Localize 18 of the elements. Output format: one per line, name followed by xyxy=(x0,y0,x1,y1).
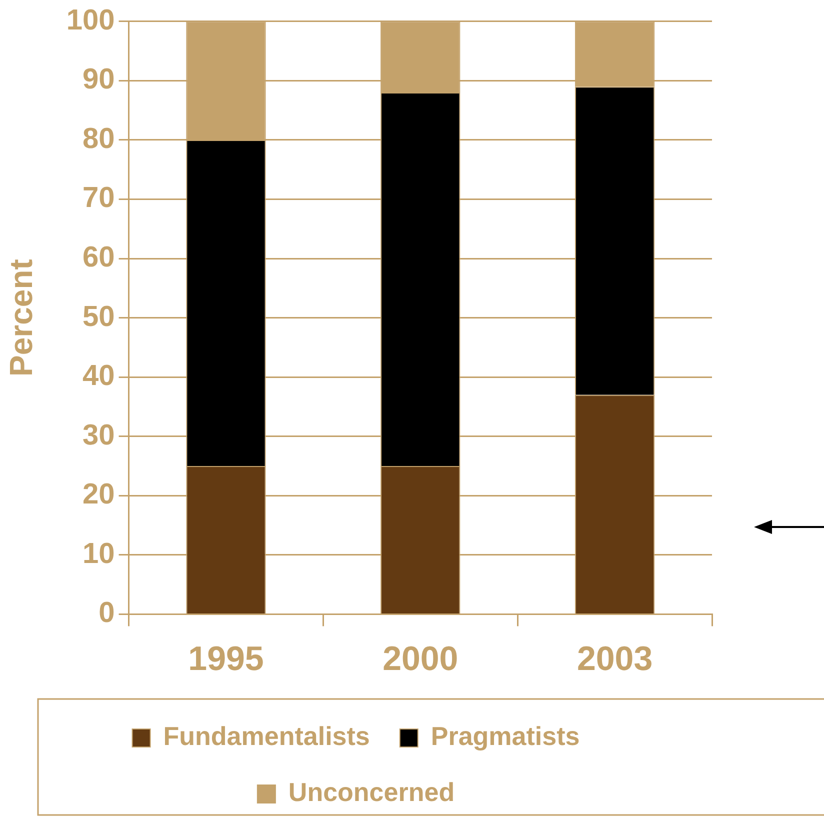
y-tick-label: 70 xyxy=(82,182,115,214)
legend-label: Unconcerned xyxy=(288,777,455,808)
x-tick-label: 2000 xyxy=(382,640,458,678)
y-tick-label: 20 xyxy=(82,478,115,511)
x-tick-label: 2003 xyxy=(576,640,653,678)
y-tick-label: 80 xyxy=(82,122,115,155)
y-tick-label: 50 xyxy=(82,300,115,333)
y-tick-label: 0 xyxy=(98,597,115,630)
legend-label: Fundamentalists xyxy=(163,721,370,752)
y-tick-label: 10 xyxy=(82,538,115,570)
y-axis-title: Percent xyxy=(3,258,40,376)
legend-label: Pragmatists xyxy=(430,721,580,752)
y-tick-label: 60 xyxy=(82,242,115,274)
y-tick-label: 40 xyxy=(82,360,115,392)
y-tick-label: 30 xyxy=(82,419,115,452)
y-tick-label: 90 xyxy=(82,64,115,96)
x-tick-label: 1995 xyxy=(188,640,264,678)
y-tick-label: 100 xyxy=(66,4,115,36)
